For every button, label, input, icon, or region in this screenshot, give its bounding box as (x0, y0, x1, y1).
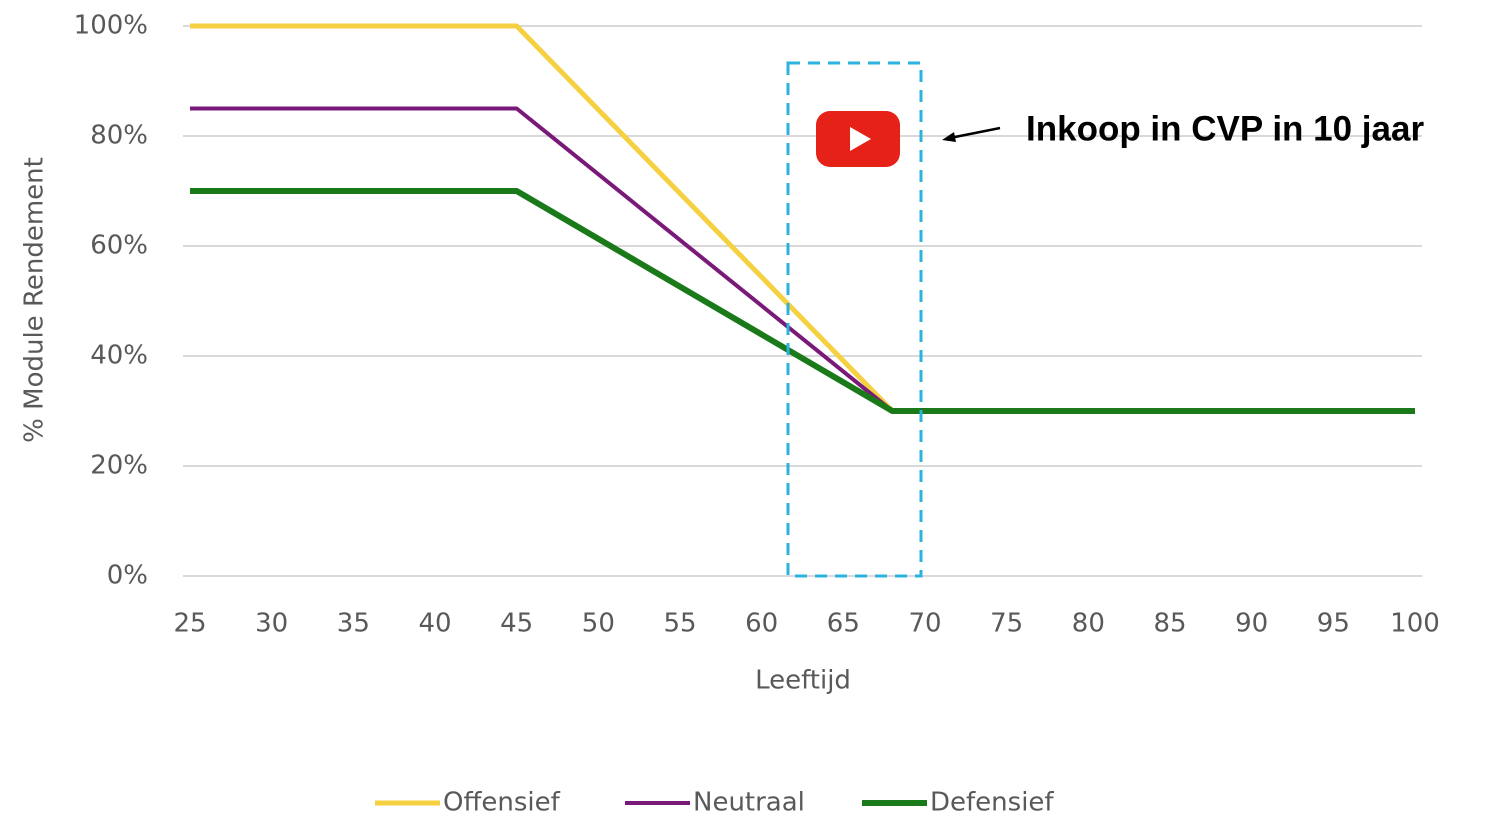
series-line (190, 23, 1415, 414)
y-tick-label: 20% (90, 451, 148, 481)
y-tick-label: 80% (90, 121, 148, 151)
play-button[interactable] (816, 111, 900, 167)
legend-label: Neutraal (693, 788, 805, 818)
y-tick-label: 40% (90, 341, 148, 371)
x-tick-label: 65 (827, 609, 860, 639)
x-tick-label: 70 (908, 609, 941, 639)
y-tick-label: 100% (74, 11, 148, 41)
x-tick-label: 40 (418, 609, 451, 639)
y-axis-label: % Module Rendement (20, 157, 50, 443)
annotation-arrow (949, 126, 1001, 140)
x-tick-label: 30 (255, 609, 288, 639)
legend-label: Defensief (930, 788, 1054, 818)
x-tick-label: 85 (1153, 609, 1186, 639)
x-tick-label: 95 (1317, 609, 1350, 639)
x-tick-label: 75 (990, 609, 1023, 639)
x-tick-label: 100 (1390, 609, 1440, 639)
annotation-arrowhead (942, 132, 956, 142)
plot-area: 0% 20% 40% 60% 80% 100% 25 30 35 40 45 50 55 60 65 70 75… (74, 11, 1440, 639)
x-tick-label: 60 (745, 609, 778, 639)
x-axis-label: Leeftijd (755, 666, 851, 696)
annotation: Inkoop in CVP in 10 jaar (1026, 109, 1424, 148)
x-tick-label: 90 (1235, 609, 1268, 639)
highlight-box (786, 61, 923, 578)
x-tick-label: 25 (173, 609, 206, 639)
x-tick-label: 55 (663, 609, 696, 639)
y-tick-label: 60% (90, 231, 148, 261)
series-line (190, 188, 1415, 414)
y-tick-label: 0% (107, 561, 148, 591)
x-tick-label: 80 (1072, 609, 1105, 639)
series-line (190, 106, 1415, 413)
x-tick-label: 50 (582, 609, 615, 639)
x-tick-label: 45 (500, 609, 533, 639)
play-icon[interactable] (850, 127, 871, 151)
x-tick-label: 35 (337, 609, 370, 639)
legend-label: Offensief (443, 788, 561, 818)
